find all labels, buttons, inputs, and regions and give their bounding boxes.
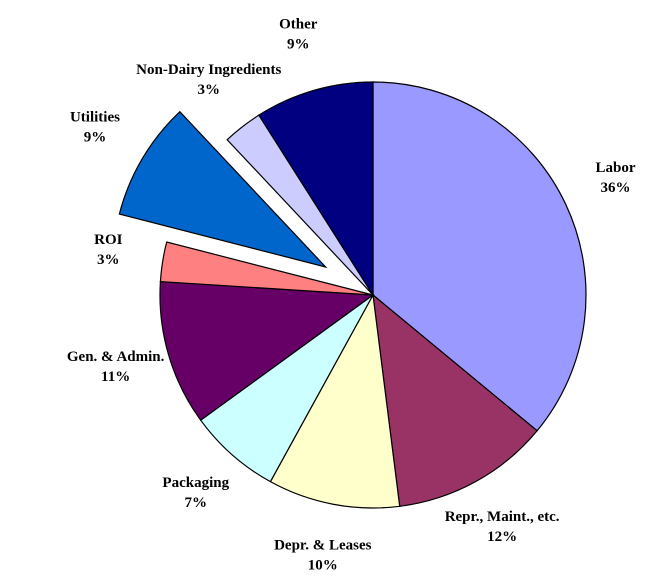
slice-value-label: 36% <box>600 180 630 196</box>
slice-label: Repr., Maint., etc. <box>445 509 560 525</box>
slice-label: Packaging <box>162 475 229 491</box>
pie-slice <box>159 241 374 296</box>
pie-slice <box>372 81 587 432</box>
slice-value-label: 9% <box>287 37 310 53</box>
slice-value-label: 11% <box>101 369 130 385</box>
pie-slice <box>159 280 375 422</box>
slice-label: Gen. & Admin. <box>67 349 165 365</box>
slice-value-label: 9% <box>84 130 107 146</box>
slice-label: Other <box>279 17 318 33</box>
pie-slice <box>372 293 538 507</box>
slice-value-label: 12% <box>487 529 517 545</box>
slice-label: Utilities <box>70 110 120 126</box>
slice-value-label: 3% <box>197 82 220 98</box>
pie-slice <box>269 293 401 509</box>
slice-label: Labor <box>595 160 635 176</box>
slice-label: Non-Dairy Ingredients <box>136 62 281 78</box>
slice-label: ROI <box>94 232 123 248</box>
pie-slice <box>118 110 328 269</box>
slice-value-label: 7% <box>185 495 208 511</box>
slice-value-label: 10% <box>308 557 338 573</box>
slice-label: Depr. & Leases <box>274 537 372 553</box>
pie-slice <box>258 81 374 298</box>
slice-value-label: 3% <box>97 252 120 268</box>
